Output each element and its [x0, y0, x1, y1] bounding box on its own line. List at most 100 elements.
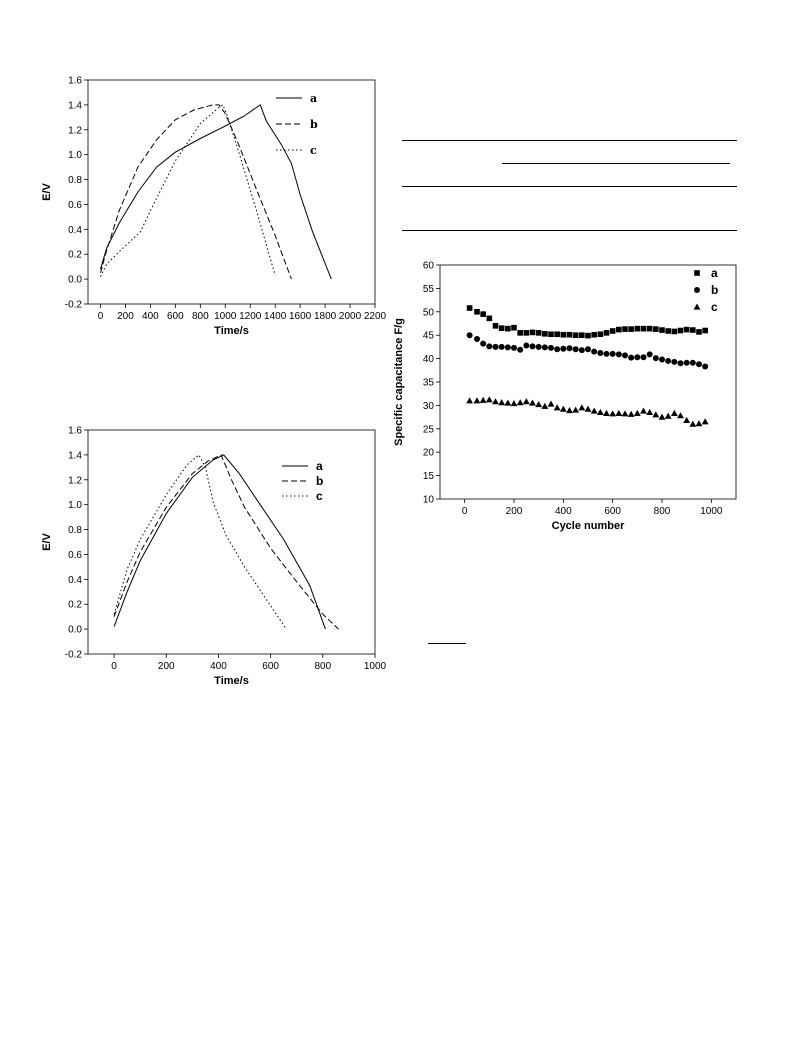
data-point-c [485, 396, 493, 403]
data-point-c [640, 407, 647, 414]
data-point-b [511, 344, 517, 351]
y-tick-label: 0.4 [68, 575, 82, 586]
x-tick-label: 600 [604, 506, 621, 517]
x-tick-label: 0 [111, 661, 117, 672]
data-point-c [596, 408, 604, 416]
data-point-c [522, 398, 530, 405]
data-point-c [572, 406, 580, 413]
data-point-b [683, 359, 690, 366]
x-tick-label: 2200 [364, 311, 387, 322]
data-point-a [554, 331, 560, 338]
data-point-b [535, 343, 542, 350]
data-point-c [670, 409, 678, 416]
data-point-c [683, 416, 691, 423]
data-point-a [671, 328, 678, 335]
data-point-c [615, 409, 623, 416]
data-point-b [572, 346, 579, 353]
y-tick-label: 1.4 [68, 100, 82, 111]
y-tick-label: 0.2 [68, 250, 82, 261]
data-point-a [609, 328, 616, 334]
y-tick-label: 1.6 [68, 76, 82, 87]
data-point-b [615, 351, 622, 358]
x-tick-label: 400 [555, 506, 572, 517]
data-point-a [505, 325, 511, 332]
data-point-c [652, 411, 660, 418]
data-point-a [498, 325, 505, 331]
y-tick-label: 25 [423, 424, 435, 435]
x-tick-label: 800 [314, 661, 331, 672]
y-tick-label: 0.6 [68, 550, 82, 561]
legend-label-a: a [316, 459, 323, 473]
series-b [466, 332, 709, 370]
plot-frame [87, 429, 376, 655]
legend-marker-b [694, 287, 700, 293]
data-point-b [504, 344, 511, 351]
data-point-a [665, 328, 671, 334]
data-point-a [659, 327, 665, 333]
x-tick-label: 1200 [239, 311, 262, 322]
x-axis-title: Time/s [214, 675, 249, 687]
data-point-c [701, 418, 709, 425]
y-tick-label: 1.0 [68, 500, 82, 511]
data-point-b [466, 332, 473, 339]
data-point-a [480, 311, 486, 317]
data-point-b [498, 343, 505, 350]
data-point-c [658, 413, 666, 420]
y-tick-label: 1.2 [68, 475, 82, 486]
data-point-b [474, 335, 480, 342]
legend-label-a: a [711, 266, 718, 280]
x-axis-title: Time/s [214, 325, 249, 337]
data-point-a [486, 315, 493, 322]
data-point-c [516, 399, 524, 406]
y-tick-label: 40 [423, 354, 435, 365]
chart-1: 0 200 400 600 800 1000 1200 1400 1600 1800 2000 220… [41, 76, 387, 338]
series-line-c [100, 104, 276, 277]
data-point-c [664, 412, 672, 419]
data-point-b [554, 346, 561, 353]
x-tick-label: 600 [167, 311, 184, 322]
data-point-b [689, 359, 696, 366]
data-point-a [585, 332, 591, 339]
data-point-a [696, 329, 702, 335]
data-point-a [529, 329, 536, 336]
chart-2: 0 200 400 600 800 1000 -0.2 0.0 0.2 0.4 0.6 0.8 1.0 1… [41, 426, 387, 688]
data-point-c [553, 404, 561, 411]
legend-label-b: b [310, 118, 318, 131]
data-point-a [560, 331, 567, 338]
data-point-b [622, 352, 628, 359]
data-point-b [671, 358, 678, 365]
y-tick-label: 0.8 [68, 525, 82, 536]
data-point-c [566, 407, 573, 414]
x-tick-label: 0 [98, 311, 104, 322]
legend-label-a: a [310, 92, 317, 105]
plot-frame [439, 264, 737, 500]
data-point-a [566, 331, 573, 338]
data-point-a [646, 325, 653, 332]
data-point-b [640, 354, 647, 361]
data-point-c [695, 420, 703, 427]
data-point-b [492, 343, 499, 350]
y-axis-title: Specific capacitance F/g [393, 318, 405, 446]
y-tick-label: 15 [423, 471, 435, 482]
y-tick-label: 60 [423, 261, 435, 272]
data-point-b [591, 348, 598, 355]
table-rule-header-bottom [402, 186, 737, 187]
table-rule-top [402, 140, 737, 141]
data-point-c [547, 400, 555, 407]
data-point-b [480, 340, 487, 347]
x-tick-label: 1000 [364, 661, 387, 672]
data-point-b [665, 357, 672, 364]
data-point-b [603, 350, 610, 357]
chart-3: 0 200 400 600 800 1000 10 15 20 25 30 35 40 45 50 55 60 C… [393, 261, 737, 532]
data-point-b [702, 363, 709, 370]
y-tick-label: -0.2 [65, 300, 83, 311]
data-point-a [702, 327, 708, 334]
data-point-b [628, 354, 635, 361]
data-point-b [585, 346, 591, 353]
x-tick-label: 1400 [264, 311, 287, 322]
data-point-b [517, 346, 524, 353]
data-point-a [474, 309, 480, 315]
y-tick-label: 45 [423, 331, 435, 342]
data-point-a [535, 330, 542, 336]
x-tick-label: 400 [210, 661, 227, 672]
